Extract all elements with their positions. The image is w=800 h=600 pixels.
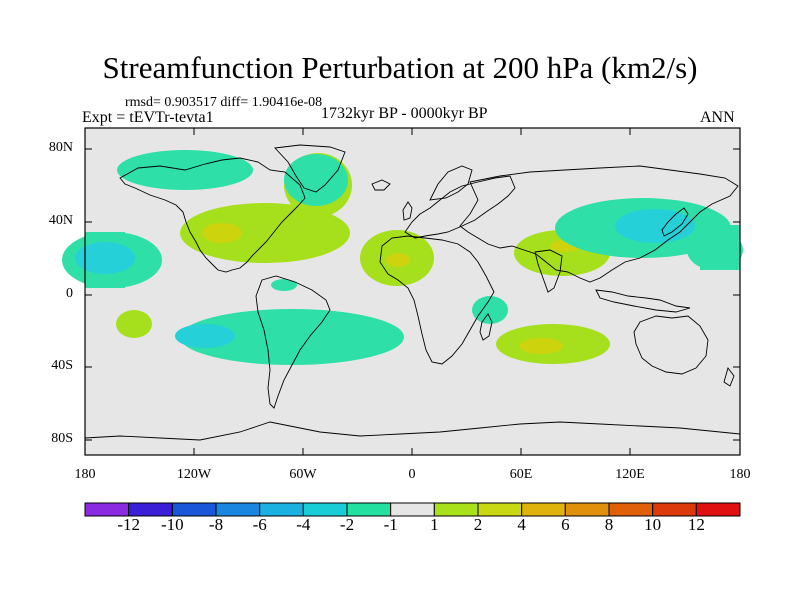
colorbar-label: -1: [383, 515, 398, 534]
colorbar-label: 4: [517, 515, 526, 534]
coastline-europe: [404, 175, 516, 239]
colorbar-label: -4: [296, 515, 311, 534]
coastlines: [84, 144, 741, 441]
coastline-new-zealand: [723, 367, 735, 387]
anomaly-patch: [284, 154, 348, 206]
coastline-india: [534, 249, 563, 293]
anomaly-patch: [180, 309, 404, 365]
colorbar-label: -6: [252, 515, 267, 534]
experiment-label: Expt = tEVTr-tevta1: [82, 109, 214, 126]
anomaly-patches: [62, 150, 743, 365]
anomaly-patch: [175, 324, 235, 348]
lat-label: 80N: [48, 140, 73, 155]
lat-label: 80S: [51, 431, 73, 446]
coastline-madagascar: [479, 313, 493, 341]
axis-ticks: [85, 128, 740, 455]
coastline-greenland: [274, 144, 346, 193]
anomaly-patch: [271, 279, 297, 291]
coastline-scandinavia: [429, 165, 473, 201]
lon-label: 180: [729, 467, 751, 482]
lon-label: 120W: [176, 467, 212, 482]
coastline-japan: [661, 207, 689, 237]
anomaly-patch: [615, 209, 695, 243]
lon-label: 120E: [615, 467, 645, 482]
stats-line: rmsd= 0.903517 diff= 1.90416e-08: [125, 95, 323, 110]
coastline-iceland: [371, 179, 391, 191]
anomaly-patch: [180, 203, 350, 263]
colorbar-label: 10: [644, 515, 662, 534]
coastline-africa: [379, 235, 495, 365]
coastline-north-america: [119, 157, 306, 273]
lon-label: 60W: [289, 467, 317, 482]
anomaly-patch: [386, 253, 410, 267]
anomaly-patch: [519, 338, 563, 354]
anomaly-patch: [700, 225, 740, 270]
anomaly-patch: [202, 223, 242, 243]
colorbar-label: 2: [473, 515, 483, 534]
colorbar-label: 8: [604, 515, 614, 534]
lon-label: 0: [408, 467, 416, 482]
colorbar-label: -12: [117, 515, 140, 534]
colorbar-label: 6: [561, 515, 570, 534]
lat-label: 40N: [48, 213, 73, 228]
colorbar-label: 12: [687, 515, 705, 534]
anomaly-patch: [116, 310, 152, 338]
coastline-asia: [459, 165, 739, 283]
colorbar: [84, 502, 741, 517]
coastline-south-america: [255, 275, 331, 409]
period-label: 1732kyr BP - 0000kyr BP: [321, 105, 488, 122]
colorbar-box[interactable]: [695, 502, 741, 517]
figure-title: Streamfunction Perturbation at 200 hPa (…: [102, 50, 698, 85]
season-label: ANN: [700, 109, 735, 126]
coastline-australia: [633, 315, 709, 375]
colorbar-label: -8: [208, 515, 224, 534]
anomaly-patch: [75, 242, 135, 274]
colorbar-label: -10: [160, 515, 184, 534]
lon-label: 60E: [509, 467, 533, 482]
lon-label: 180: [74, 467, 96, 482]
coastline-antarctica: [84, 421, 741, 441]
coastline-indonesia: [595, 289, 691, 313]
colorbar-label: -2: [339, 515, 355, 534]
colorbar-label: 1: [430, 515, 439, 534]
coastline-uk: [402, 201, 413, 221]
lat-label: 40S: [51, 358, 73, 373]
anomaly-patch: [472, 296, 508, 324]
lat-label: 0: [66, 286, 73, 301]
